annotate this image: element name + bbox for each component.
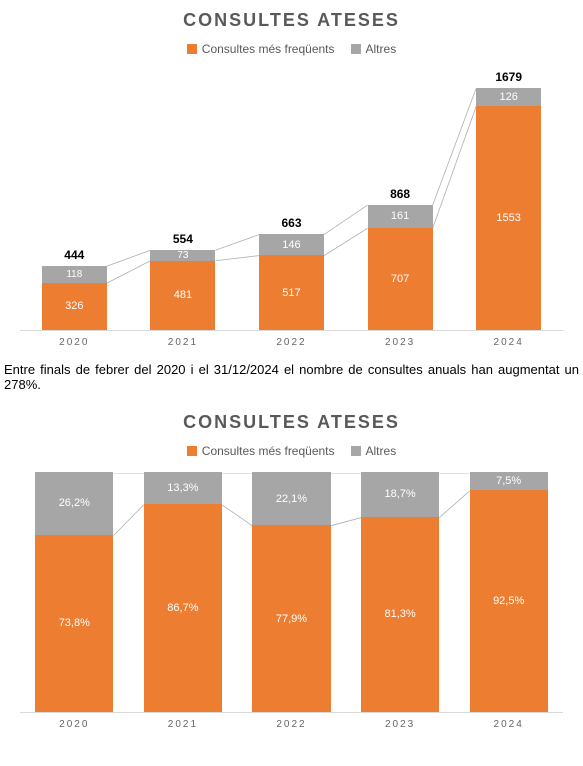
bar-value-label: 92,5%: [493, 595, 524, 607]
bar-segment-frequents: 77,9%: [252, 525, 330, 712]
bar: 48173554: [150, 250, 215, 330]
chart-absolute: CONSULTES ATESES Consultes més freqüents A…: [0, 0, 583, 356]
bar-value-label: 73,8%: [59, 617, 90, 629]
bar: 707161868: [368, 205, 433, 330]
x-tick: 2023: [346, 719, 455, 730]
bar: 92,5% 7,5%: [470, 472, 548, 712]
bar-value-label: 707: [391, 273, 409, 285]
x-tick: 2021: [129, 337, 238, 348]
bar: 517146663: [259, 234, 324, 330]
legend-swatch: [187, 44, 197, 54]
x-tick: 2023: [346, 337, 455, 348]
x-tick: 2021: [129, 719, 238, 730]
bars-container: 73,8% 26,2% 86,7% 13,3% 77,9% 22,1% 81,3% 18,7%…: [20, 473, 563, 712]
x-tick: 2020: [20, 719, 129, 730]
bar-total-label: 663: [281, 216, 301, 230]
bar-segment-altres: 18,7%: [361, 472, 439, 517]
bar-value-label: 73: [177, 250, 188, 261]
bar-segment-frequents: 326: [42, 283, 107, 330]
legend-label: Consultes més freqüents: [202, 444, 335, 458]
bar-segment-altres: 26,2%: [35, 472, 113, 535]
bar-segment-altres: 73: [150, 250, 215, 261]
x-axis: 20202021202220232024: [20, 331, 563, 348]
legend-item: Consultes més freqüents: [187, 42, 335, 56]
bar-value-label: 1553: [496, 212, 520, 224]
x-axis: 20202021202220232024: [20, 713, 563, 730]
x-tick: 2024: [454, 719, 563, 730]
bar-value-label: 18,7%: [384, 488, 415, 500]
chart-title: CONSULTES ATESES: [20, 412, 563, 433]
bar-segment-altres: 118: [42, 266, 107, 283]
chart-percent: CONSULTES ATESES Consultes més freqüents A…: [0, 402, 583, 738]
legend-swatch: [351, 44, 361, 54]
legend-swatch: [351, 446, 361, 456]
bar-segment-altres: 13,3%: [144, 472, 222, 504]
bar: 73,8% 26,2%: [35, 472, 113, 712]
bar-segment-altres: 22,1%: [252, 472, 330, 525]
bar: 77,9% 22,1%: [252, 472, 330, 712]
bar: 15531261679: [476, 88, 541, 331]
bar-segment-altres: 146: [259, 234, 324, 255]
bar-value-label: 126: [499, 91, 517, 103]
bar-value-label: 517: [282, 287, 300, 299]
bar-segment-altres: 7,5%: [470, 472, 548, 490]
legend-item: Altres: [351, 42, 397, 56]
bar-segment-altres: 161: [368, 205, 433, 228]
bar-value-label: 13,3%: [167, 482, 198, 494]
caption-text: Entre finals de febrer del 2020 i el 31/…: [0, 356, 583, 402]
bar-segment-frequents: 73,8%: [35, 535, 113, 712]
legend-item: Altres: [351, 444, 397, 458]
legend-label: Altres: [366, 444, 397, 458]
legend: Consultes més freqüents Altres: [20, 443, 563, 461]
bar-segment-frequents: 92,5%: [470, 490, 548, 712]
legend-swatch: [187, 446, 197, 456]
bar-segment-altres: 126: [476, 88, 541, 106]
chart-title: CONSULTES ATESES: [20, 10, 563, 31]
bar-value-label: 481: [174, 289, 192, 301]
bar-segment-frequents: 81,3%: [361, 517, 439, 712]
bars-container: 326 118 444 481 73 554 517 146 663 707 161 868 1553 1…: [20, 71, 563, 330]
x-tick: 2020: [20, 337, 129, 348]
bar: 86,7% 13,3%: [144, 472, 222, 712]
legend-label: Consultes més freqüents: [202, 42, 335, 56]
bar-value-label: 22,1%: [276, 493, 307, 505]
x-tick: 2022: [237, 719, 346, 730]
bar-value-label: 118: [66, 269, 82, 280]
bar-value-label: 26,2%: [59, 497, 90, 509]
bar-total-label: 868: [390, 187, 410, 201]
bar-value-label: 81,3%: [384, 608, 415, 620]
legend-item: Consultes més freqüents: [187, 444, 335, 458]
bar: 326118444: [42, 266, 107, 330]
bar-segment-frequents: 1553: [476, 106, 541, 330]
bar-total-label: 444: [64, 248, 84, 262]
bar-segment-frequents: 517: [259, 255, 324, 330]
bar-segment-frequents: 707: [368, 228, 433, 330]
bar-segment-frequents: 481: [150, 261, 215, 330]
bar: 81,3% 18,7%: [361, 472, 439, 712]
x-tick: 2024: [454, 337, 563, 348]
x-tick: 2022: [237, 337, 346, 348]
plot-area: 326 118 444 481 73 554 517 146 663 707 161 868 1553 1…: [20, 71, 563, 348]
bar-value-label: 146: [282, 239, 300, 251]
bar-segment-frequents: 86,7%: [144, 504, 222, 712]
bar-total-label: 1679: [495, 70, 522, 84]
legend-label: Altres: [366, 42, 397, 56]
bar-value-label: 86,7%: [167, 602, 198, 614]
bar-total-label: 554: [173, 232, 193, 246]
legend: Consultes més freqüents Altres: [20, 41, 563, 59]
bar-value-label: 77,9%: [276, 613, 307, 625]
plot-area: 73,8% 26,2% 86,7% 13,3% 77,9% 22,1% 81,3% 18,7%…: [20, 473, 563, 730]
bar-value-label: 161: [391, 210, 409, 222]
bar-value-label: 7,5%: [496, 475, 521, 487]
bar-value-label: 326: [65, 300, 83, 312]
